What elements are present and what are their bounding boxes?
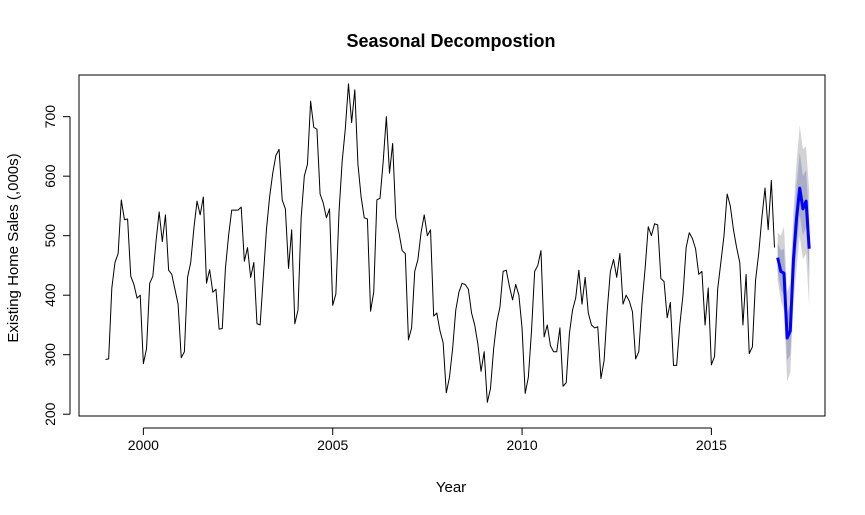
- y-tick-label: 600: [42, 164, 58, 188]
- y-tick-label: 200: [42, 402, 58, 426]
- y-tick-label: 700: [42, 105, 58, 129]
- x-tick-label: 2005: [317, 437, 348, 453]
- chart-title: Seasonal Decompostion: [346, 31, 555, 51]
- series-line-history: [105, 83, 775, 403]
- x-tick-label: 2010: [506, 437, 537, 453]
- x-tick-label: 2015: [696, 437, 727, 453]
- plot-frame: [78, 74, 826, 417]
- y-axis-title: Existing Home Sales (,000s): [5, 153, 22, 342]
- series-lines: [105, 83, 811, 403]
- series-line-forecast: [776, 186, 811, 340]
- axes: 2000 2005 2010 2015 200 300 400 500 600 700: [42, 105, 727, 453]
- x-tick-label: 2000: [128, 437, 159, 453]
- y-tick-label: 400: [42, 283, 58, 307]
- x-axis-title: Year: [436, 479, 466, 496]
- y-tick-label: 300: [42, 343, 58, 367]
- y-tick-label: 500: [42, 224, 58, 248]
